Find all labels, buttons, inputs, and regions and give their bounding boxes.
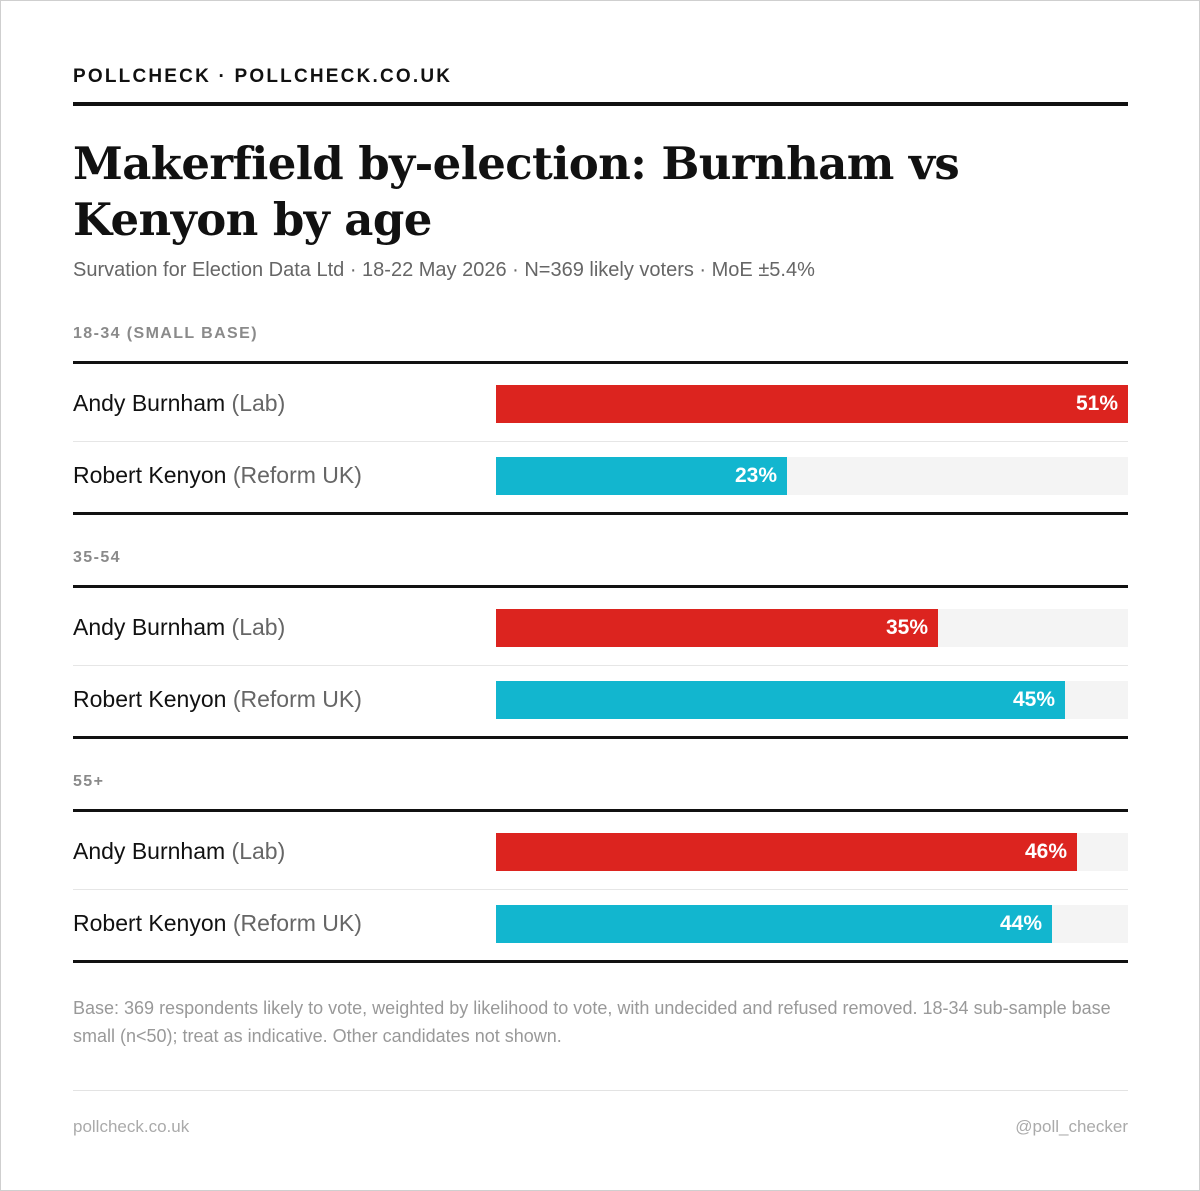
candidate-party: (Reform UK) xyxy=(232,462,362,488)
row-separator xyxy=(73,889,1128,890)
footer-website: pollcheck.co.uk xyxy=(73,1117,190,1136)
candidate-label: Andy Burnham (Lab) xyxy=(73,367,285,439)
group-top-rule xyxy=(73,361,1128,364)
bar-value-label: 45% xyxy=(1012,688,1055,711)
candidate-row: Andy Burnham (Lab) 46% xyxy=(73,815,1128,890)
row-separator xyxy=(73,441,1128,442)
candidate-name: Robert Kenyon xyxy=(73,462,227,488)
candidate-name: Robert Kenyon xyxy=(73,910,227,936)
candidate-label: Andy Burnham (Lab) xyxy=(73,815,285,887)
candidate-name: Andy Burnham xyxy=(73,838,226,864)
chart-subtitle: Survation for Election Data Ltd · 18-22 … xyxy=(73,259,815,281)
bar xyxy=(496,681,1065,719)
candidate-party: (Reform UK) xyxy=(232,686,362,712)
candidate-party: (Lab) xyxy=(231,614,286,640)
bar-value-label: 46% xyxy=(1024,840,1067,863)
group-bottom-rule xyxy=(73,960,1128,963)
bar-track: 45% xyxy=(496,681,1128,719)
candidate-label: Robert Kenyon (Reform UK) xyxy=(73,663,362,735)
candidate-party: (Lab) xyxy=(231,390,286,416)
bar-track: 51% xyxy=(496,385,1128,423)
bar-value-label: 51% xyxy=(1075,392,1118,415)
footer-handle: @poll_checker xyxy=(1015,1117,1128,1136)
bar-track: 23% xyxy=(496,457,1128,495)
age-group-label: 35-54 xyxy=(73,549,121,566)
bar-track: 35% xyxy=(496,609,1128,647)
bar xyxy=(496,457,787,495)
bar-track: 44% xyxy=(496,905,1128,943)
footnote: Base: 369 respondents likely to vote, we… xyxy=(73,998,1111,1046)
age-group-label: 55+ xyxy=(73,773,105,790)
candidate-row: Robert Kenyon (Reform UK) 23% xyxy=(73,439,1128,511)
bar xyxy=(496,833,1077,871)
footer-divider xyxy=(73,1090,1128,1091)
candidate-row: Andy Burnham (Lab) 35% xyxy=(73,591,1128,666)
brand-header: POLLCHECK · POLLCHECK.CO.UK xyxy=(73,66,453,87)
candidate-label: Robert Kenyon (Reform UK) xyxy=(73,439,362,511)
group-top-rule xyxy=(73,585,1128,588)
chart-title: Makerfield by-election: Burnham vs Kenyo… xyxy=(73,137,960,246)
bar xyxy=(496,905,1052,943)
group-bottom-rule xyxy=(73,736,1128,739)
bar-value-label: 35% xyxy=(885,616,928,639)
candidate-name: Robert Kenyon xyxy=(73,686,227,712)
candidate-row: Andy Burnham (Lab) 51% xyxy=(73,367,1128,442)
bar xyxy=(496,609,938,647)
bar-value-label: 44% xyxy=(999,912,1042,935)
bar xyxy=(496,385,1128,423)
candidate-party: (Lab) xyxy=(231,838,286,864)
candidate-name: Andy Burnham xyxy=(73,614,226,640)
candidate-label: Robert Kenyon (Reform UK) xyxy=(73,887,362,959)
brand-divider xyxy=(73,102,1128,106)
group-top-rule xyxy=(73,809,1128,812)
age-group-label: 18-34 (SMALL BASE) xyxy=(73,325,258,342)
candidate-party: (Reform UK) xyxy=(232,910,362,936)
row-separator xyxy=(73,665,1128,666)
group-bottom-rule xyxy=(73,512,1128,515)
bar-track: 46% xyxy=(496,833,1128,871)
bar-value-label: 23% xyxy=(734,464,777,487)
candidate-label: Andy Burnham (Lab) xyxy=(73,591,285,663)
candidate-name: Andy Burnham xyxy=(73,390,226,416)
candidate-row: Robert Kenyon (Reform UK) 44% xyxy=(73,887,1128,959)
candidate-row: Robert Kenyon (Reform UK) 45% xyxy=(73,663,1128,735)
